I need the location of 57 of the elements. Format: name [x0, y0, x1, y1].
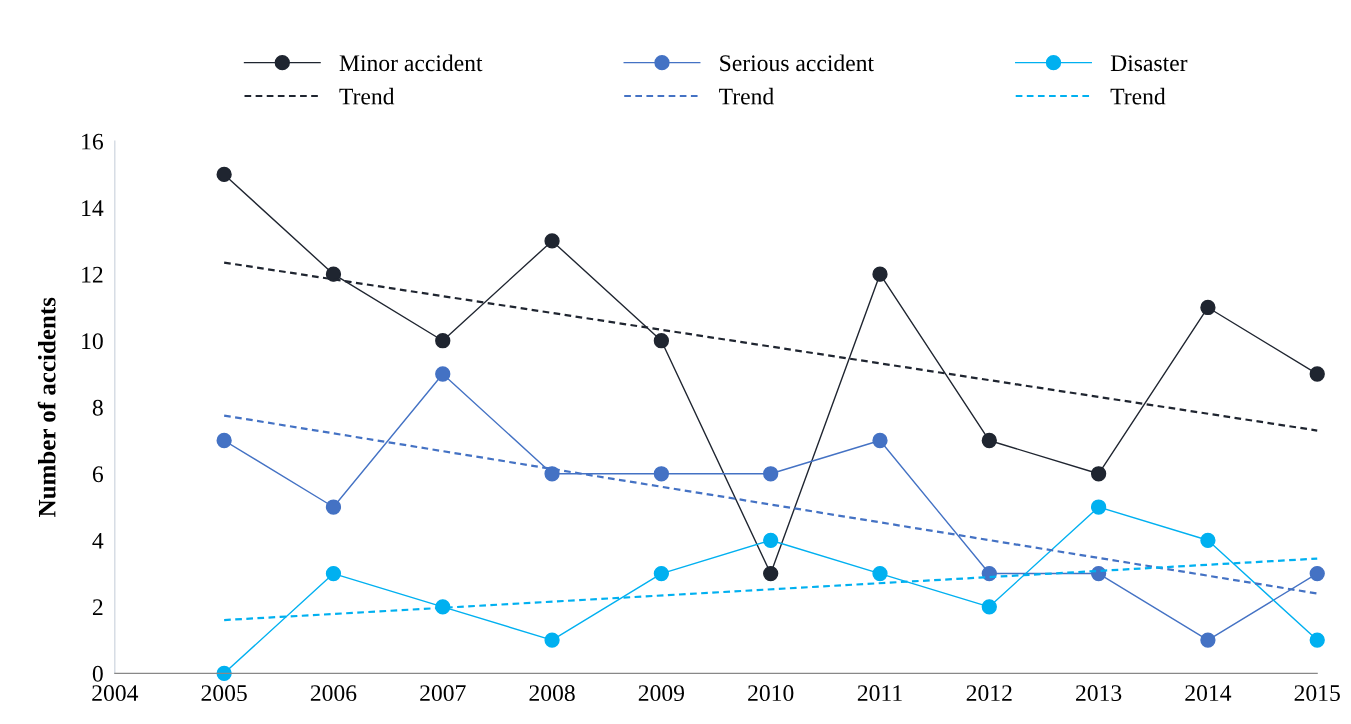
- legend-label: Trend: [719, 87, 774, 105]
- x-tick-label: 2010: [748, 685, 794, 702]
- point: [763, 565, 779, 582]
- point: [1200, 532, 1216, 548]
- point: [872, 266, 888, 282]
- x-tick-label: 2005: [201, 685, 247, 702]
- point: [1309, 366, 1325, 382]
- point: [653, 333, 670, 349]
- point: [981, 432, 997, 449]
- x-tick-label: 2009: [638, 685, 685, 702]
- point: [1200, 299, 1216, 316]
- y-tick-label: 12: [82, 266, 103, 283]
- legend-label: Trend: [339, 87, 395, 105]
- point: [544, 632, 560, 648]
- point: [544, 233, 560, 249]
- legend-label: Serious accident: [720, 54, 874, 72]
- y-tick-label: 6: [92, 466, 104, 483]
- y-axis-title: Number of accidents: [37, 297, 56, 517]
- x-tick-label: 2013: [1076, 685, 1122, 702]
- x-tick-label: 2012: [966, 685, 1012, 702]
- point: [325, 565, 342, 582]
- x-tick-label: 2006: [310, 685, 357, 702]
- legend-label: Minor accident: [339, 54, 483, 72]
- y-tick-label: 10: [82, 333, 103, 350]
- point: [435, 366, 451, 382]
- point: [872, 432, 888, 449]
- x-tick-label: 2015: [1294, 685, 1340, 702]
- y-tick-label: 14: [82, 200, 104, 216]
- point: [653, 565, 670, 582]
- point: [763, 466, 779, 482]
- x-tick-label: 2014: [1185, 685, 1232, 702]
- point: [216, 166, 232, 183]
- x-tick-label: 2008: [529, 685, 575, 702]
- y-tick-label: 4: [92, 532, 104, 549]
- point: [981, 599, 997, 615]
- point: [1200, 632, 1216, 648]
- point: [435, 333, 451, 349]
- point: [1309, 632, 1325, 648]
- point: [325, 266, 342, 282]
- x-tick-label: 2011: [857, 685, 902, 702]
- point: [1309, 565, 1325, 582]
- point: [653, 466, 670, 482]
- point: [216, 432, 232, 449]
- point: [325, 499, 342, 515]
- point: [1090, 466, 1107, 482]
- x-tick-label: 2007: [420, 685, 466, 702]
- y-tick-label: 2: [92, 599, 103, 615]
- point: [763, 532, 779, 548]
- point: [872, 565, 888, 582]
- legend-label: Trend: [1110, 87, 1166, 105]
- y-tick-label: 8: [92, 399, 103, 416]
- y-tick-label: 16: [82, 133, 104, 150]
- y-tick-label: 0: [92, 665, 103, 682]
- point: [981, 565, 997, 582]
- x-tick-label: 2004: [92, 685, 139, 702]
- point: [1090, 499, 1107, 515]
- legend-label: Disaster: [1110, 55, 1188, 72]
